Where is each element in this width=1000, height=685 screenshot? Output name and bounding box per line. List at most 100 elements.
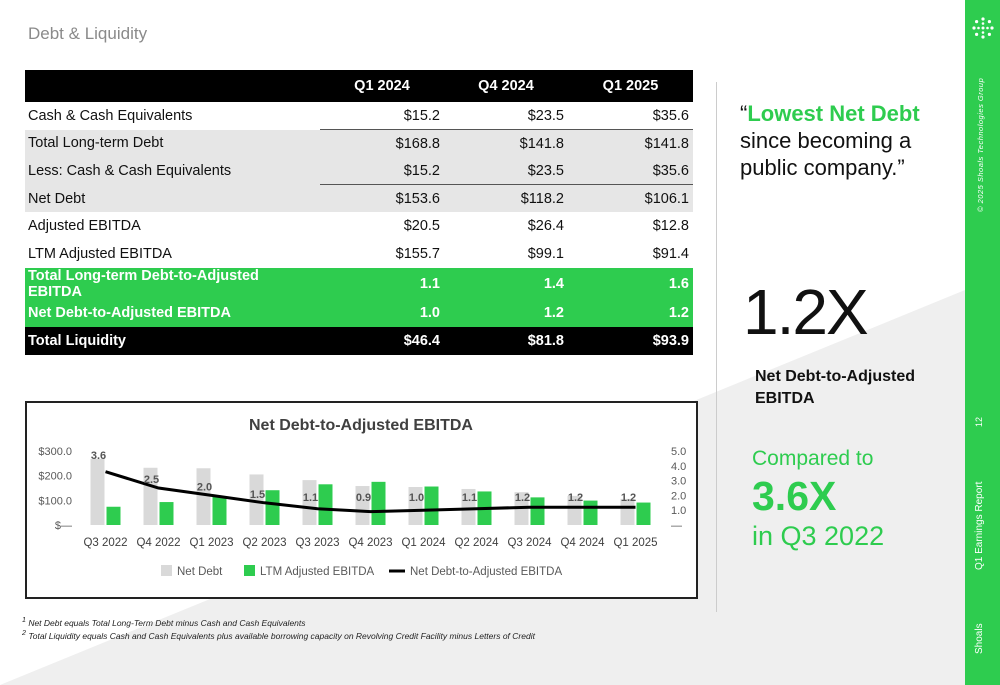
brand-name: Shoals (974, 623, 985, 654)
divider (716, 82, 717, 612)
quote-rest: since becoming a public company.” (740, 128, 912, 180)
table-row: LTM Adjusted EBITDA $155.7 $99.1 $91.4 (25, 239, 693, 268)
y-left-tick-label: $200.0 (38, 471, 72, 483)
x-tick-label: Q4 2024 (560, 537, 605, 549)
sidebar: © 2025 Shoals Technologies Group 12 Q1 E… (965, 0, 1000, 685)
row-label: Total Liquidity (25, 327, 320, 355)
ratio-data-label: 1.0 (409, 492, 424, 504)
cell-value: 1.0 (320, 299, 444, 328)
x-tick-label: Q4 2022 (136, 537, 180, 549)
y-left-tick-label: $100.0 (38, 495, 72, 507)
cell-value: $20.5 (320, 212, 444, 240)
cell-value: $26.4 (444, 212, 568, 240)
bar-ltm-ebitda (318, 484, 333, 525)
table-row: Total Liquidity $46.4 $81.8 $93.9 (25, 327, 693, 355)
table-row: Net Debt $153.6 $118.2 $106.1 (25, 184, 693, 213)
table-header-col: Q1 2024 (320, 70, 444, 102)
bar-net-debt (302, 480, 317, 525)
compare-value: 3.6X (752, 473, 837, 519)
table-row: Total Long-term Debt $168.8 $141.8 $141.… (25, 129, 693, 158)
bar-net-debt (408, 487, 423, 525)
bar-net-debt (461, 488, 476, 525)
table-row: Net Debt-to-Adjusted EBITDA 1.0 1.2 1.2 (25, 299, 693, 328)
bar-net-debt (567, 495, 582, 525)
cell-value: $46.4 (320, 327, 444, 355)
table-header-col: Q4 2024 (444, 70, 568, 102)
x-tick-label: Q1 2024 (401, 537, 446, 549)
row-label: Cash & Cash Equivalents (25, 102, 320, 130)
cell-value: $23.5 (444, 102, 568, 130)
cell-value: 1.4 (444, 267, 568, 300)
row-label: Less: Cash & Cash Equivalents (25, 157, 320, 185)
cell-value: $35.6 (568, 102, 693, 130)
report-name: Q1 Earnings Report (974, 481, 985, 570)
bar-net-debt (143, 467, 158, 525)
ratio-line (105, 470, 636, 514)
row-label: Net Debt-to-Adjusted EBITDA (25, 299, 320, 328)
bar-net-debt (620, 498, 635, 525)
y-right-tick-label: 3.0 (671, 476, 686, 488)
cell-value: $81.8 (444, 327, 568, 355)
ratio-data-label: 0.9 (356, 492, 371, 504)
cell-value: $141.8 (568, 129, 693, 158)
bar-ltm-ebitda (212, 496, 227, 525)
y-left-tick-label: $— (55, 520, 72, 532)
page-number: 12 (974, 416, 984, 427)
shoals-logo-icon (972, 17, 994, 39)
cell-value: $23.5 (444, 157, 568, 185)
row-label: Net Debt (25, 184, 320, 213)
x-tick-label: Q1 2023 (189, 537, 233, 549)
cell-value: 1.2 (568, 299, 693, 328)
row-label: Total Long-term Debt (25, 129, 320, 158)
table-row: Less: Cash & Cash Equivalents $15.2 $23.… (25, 157, 693, 185)
table-row: Adjusted EBITDA $20.5 $26.4 $12.8 (25, 212, 693, 240)
footnote-marker: 2 (22, 629, 26, 637)
ratio-data-label: 1.1 (462, 492, 477, 504)
y-right-tick-label: 5.0 (671, 446, 686, 458)
bar-ltm-ebitda (265, 490, 280, 525)
metric-label: Net Debt-to-Adjusted EBITDA (755, 368, 915, 407)
table-header-label (25, 70, 320, 102)
legend-label-ratio: Net Debt-to-Adjusted EBITDA (410, 566, 562, 578)
bar-net-debt (90, 458, 105, 525)
x-tick-label: Q2 2023 (242, 537, 286, 549)
cell-value: 1.2 (444, 299, 568, 328)
y-right-tick-label: 2.0 (671, 490, 686, 502)
table-row: Total Long-term Debt-to-Adjusted EBITDA … (25, 267, 693, 300)
ratio-data-label: 1.2 (621, 492, 636, 504)
y-left-tick-label: $300.0 (38, 446, 72, 458)
chart-panel: Net Debt-to-Adjusted EBITDA $300.0 $200.0 $… (25, 401, 698, 599)
bar-net-debt (355, 486, 370, 525)
footnote-text: Net Debt equals Total Long-Term Debt min… (28, 617, 306, 628)
footnote-text: Total Liquidity equals Cash and Cash Equ… (28, 630, 535, 641)
bar-ltm-ebitda (583, 500, 598, 525)
bar-ltm-ebitda (530, 497, 545, 525)
cell-value: $93.9 (568, 327, 693, 355)
ratio-data-label: 2.0 (197, 481, 212, 493)
table-header-row: Q1 2024 Q4 2024 Q1 2025 (25, 70, 693, 102)
net-debt-chart: Net Debt-to-Adjusted EBITDA $300.0 $200.0 $… (38, 417, 686, 578)
y-right-tick-label: — (671, 520, 682, 532)
x-tick-label: Q3 2024 (507, 537, 552, 549)
bar-net-debt (196, 468, 211, 525)
metric-value: 1.2X (743, 276, 869, 348)
x-tick-label: Q4 2023 (348, 537, 392, 549)
table-row: Cash & Cash Equivalents $15.2 $23.5 $35.… (25, 102, 693, 130)
copyright-text: © 2025 Shoals Technologies Group (976, 77, 985, 212)
quote: “Lowest Net Debt since becoming a public… (740, 100, 930, 181)
cell-value: 1.1 (320, 267, 444, 300)
financial-table: Q1 2024 Q4 2024 Q1 2025 Cash & Cash Equi… (25, 70, 693, 355)
ratio-data-label: 1.2 (515, 492, 530, 504)
bar-ltm-ebitda (106, 506, 121, 525)
footnote-marker: 1 (22, 616, 26, 624)
x-tick-label: Q1 2025 (613, 537, 657, 549)
ratio-data-label: 1.5 (250, 489, 265, 501)
footnote: 1 Net Debt equals Total Long-Term Debt m… (22, 616, 306, 628)
bar-ltm-ebitda (424, 486, 439, 525)
row-label: LTM Adjusted EBITDA (25, 239, 320, 268)
legend-swatch-ltm-ebitda (244, 565, 255, 576)
bar-ltm-ebitda (371, 481, 386, 525)
y-right-tick-label: 1.0 (671, 505, 686, 517)
legend-label-ltm-ebitda: LTM Adjusted EBITDA (260, 566, 375, 578)
cell-value: $91.4 (568, 239, 693, 268)
